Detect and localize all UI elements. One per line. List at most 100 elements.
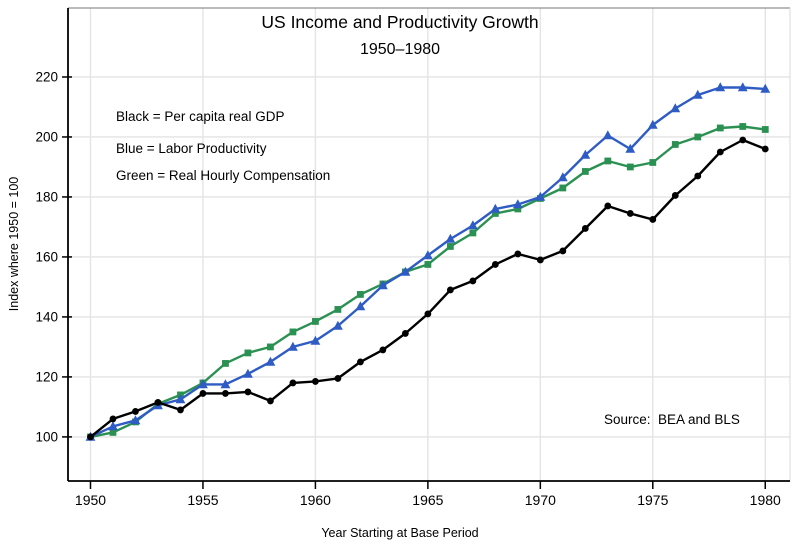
marker-circle	[109, 415, 117, 423]
source-note: Source: BEA and BLS	[604, 412, 740, 427]
marker-circle	[424, 310, 432, 318]
x-tick-label: 1980	[750, 492, 781, 508]
marker-square	[244, 349, 252, 357]
chart-title: US Income and Productivity Growth	[261, 12, 538, 32]
marker-triangle	[130, 415, 141, 425]
marker-circle	[739, 136, 747, 144]
marker-triangle	[243, 368, 253, 378]
y-tick-label: 220	[35, 69, 58, 84]
marker-triangle	[422, 250, 433, 260]
marker-triangle	[512, 199, 523, 209]
marker-triangle	[355, 301, 366, 311]
marker-square	[446, 243, 454, 250]
marker-circle	[154, 399, 162, 406]
marker-square	[671, 141, 679, 148]
marker-square	[761, 126, 769, 133]
marker-square	[469, 229, 477, 237]
marker-circle	[626, 210, 634, 217]
marker-circle	[289, 379, 297, 387]
marker-square	[739, 123, 747, 130]
x-tick-label: 1975	[637, 492, 668, 508]
marker-triangle	[175, 394, 186, 404]
y-tick-label: 120	[35, 369, 58, 384]
marker-triangle	[647, 119, 658, 129]
marker-triangle	[333, 320, 343, 330]
marker-square	[222, 360, 229, 367]
marker-circle	[514, 250, 522, 258]
marker-square	[581, 168, 589, 175]
marker-square	[356, 291, 364, 298]
marker-circle	[132, 408, 139, 415]
marker-triangle	[400, 266, 411, 276]
marker-square	[649, 159, 657, 166]
marker-square	[626, 163, 634, 171]
x-tick-label: 1970	[525, 492, 556, 508]
marker-circle	[401, 330, 409, 337]
legend-item-compensation: Green = Real Hourly Compensation	[116, 168, 330, 183]
marker-triangle	[670, 103, 681, 113]
marker-circle	[446, 286, 454, 294]
marker-triangle	[580, 149, 591, 159]
marker-triangle	[535, 191, 546, 201]
marker-triangle	[760, 83, 771, 93]
marker-circle	[581, 225, 589, 232]
marker-square	[109, 429, 117, 436]
marker-square	[559, 184, 567, 192]
marker-circle	[87, 433, 94, 441]
marker-triangle	[692, 89, 703, 99]
marker-triangle	[108, 421, 118, 431]
y-tick-label: 200	[35, 129, 58, 144]
marker-circle	[199, 390, 207, 397]
marker-triangle	[737, 82, 748, 92]
marker-square	[694, 133, 702, 141]
marker-triangle	[198, 379, 208, 389]
marker-circle	[267, 397, 274, 405]
marker-square	[312, 318, 319, 325]
y-tick-label: 160	[35, 249, 58, 264]
marker-square	[424, 261, 432, 268]
marker-triangle	[625, 143, 636, 153]
legend-item-gdp: Black = Per capita real GDP	[116, 109, 284, 124]
marker-square	[514, 205, 522, 213]
marker-triangle	[445, 233, 456, 243]
plot-layer: 100 120 140 160 180 200 220 1950 1955 1960 1965 197…	[35, 7, 791, 508]
marker-circle	[559, 247, 567, 255]
marker-circle	[491, 261, 499, 268]
marker-square	[289, 328, 297, 336]
marker-circle	[716, 148, 724, 156]
marker-circle	[177, 406, 184, 414]
x-tick-label: 1960	[300, 492, 331, 508]
marker-square	[267, 343, 274, 351]
marker-triangle	[490, 203, 501, 213]
marker-circle	[671, 192, 679, 199]
marker-circle	[356, 358, 364, 366]
legend-item-productivity: Blue = Labor Productivity	[116, 141, 267, 156]
marker-square	[716, 124, 724, 132]
marker-triangle	[265, 356, 276, 366]
legend: Black = Per capita real GDP Blue = Labor…	[116, 109, 330, 183]
marker-circle	[312, 378, 319, 385]
x-tick-label: 1955	[187, 492, 218, 508]
marker-triangle	[467, 220, 478, 230]
x-tick-label: 1950	[75, 492, 106, 508]
marker-triangle	[220, 379, 231, 389]
y-tick-label: 140	[35, 309, 58, 324]
marker-triangle	[310, 335, 321, 345]
marker-triangle	[557, 172, 568, 182]
marker-circle	[536, 256, 544, 264]
marker-triangle	[715, 82, 726, 92]
marker-circle	[649, 216, 657, 223]
marker-square	[604, 157, 612, 165]
marker-triangle	[288, 341, 298, 351]
x-axis-label: Year Starting at Base Period	[321, 526, 478, 540]
marker-circle	[694, 172, 702, 180]
x-tick-label: 1965	[412, 492, 443, 508]
marker-circle	[379, 346, 387, 354]
marker-circle	[334, 375, 342, 382]
marker-circle	[604, 202, 612, 210]
chart-subtitle: 1950–1980	[360, 41, 440, 58]
marker-circle	[222, 390, 229, 397]
marker-circle	[244, 388, 252, 396]
